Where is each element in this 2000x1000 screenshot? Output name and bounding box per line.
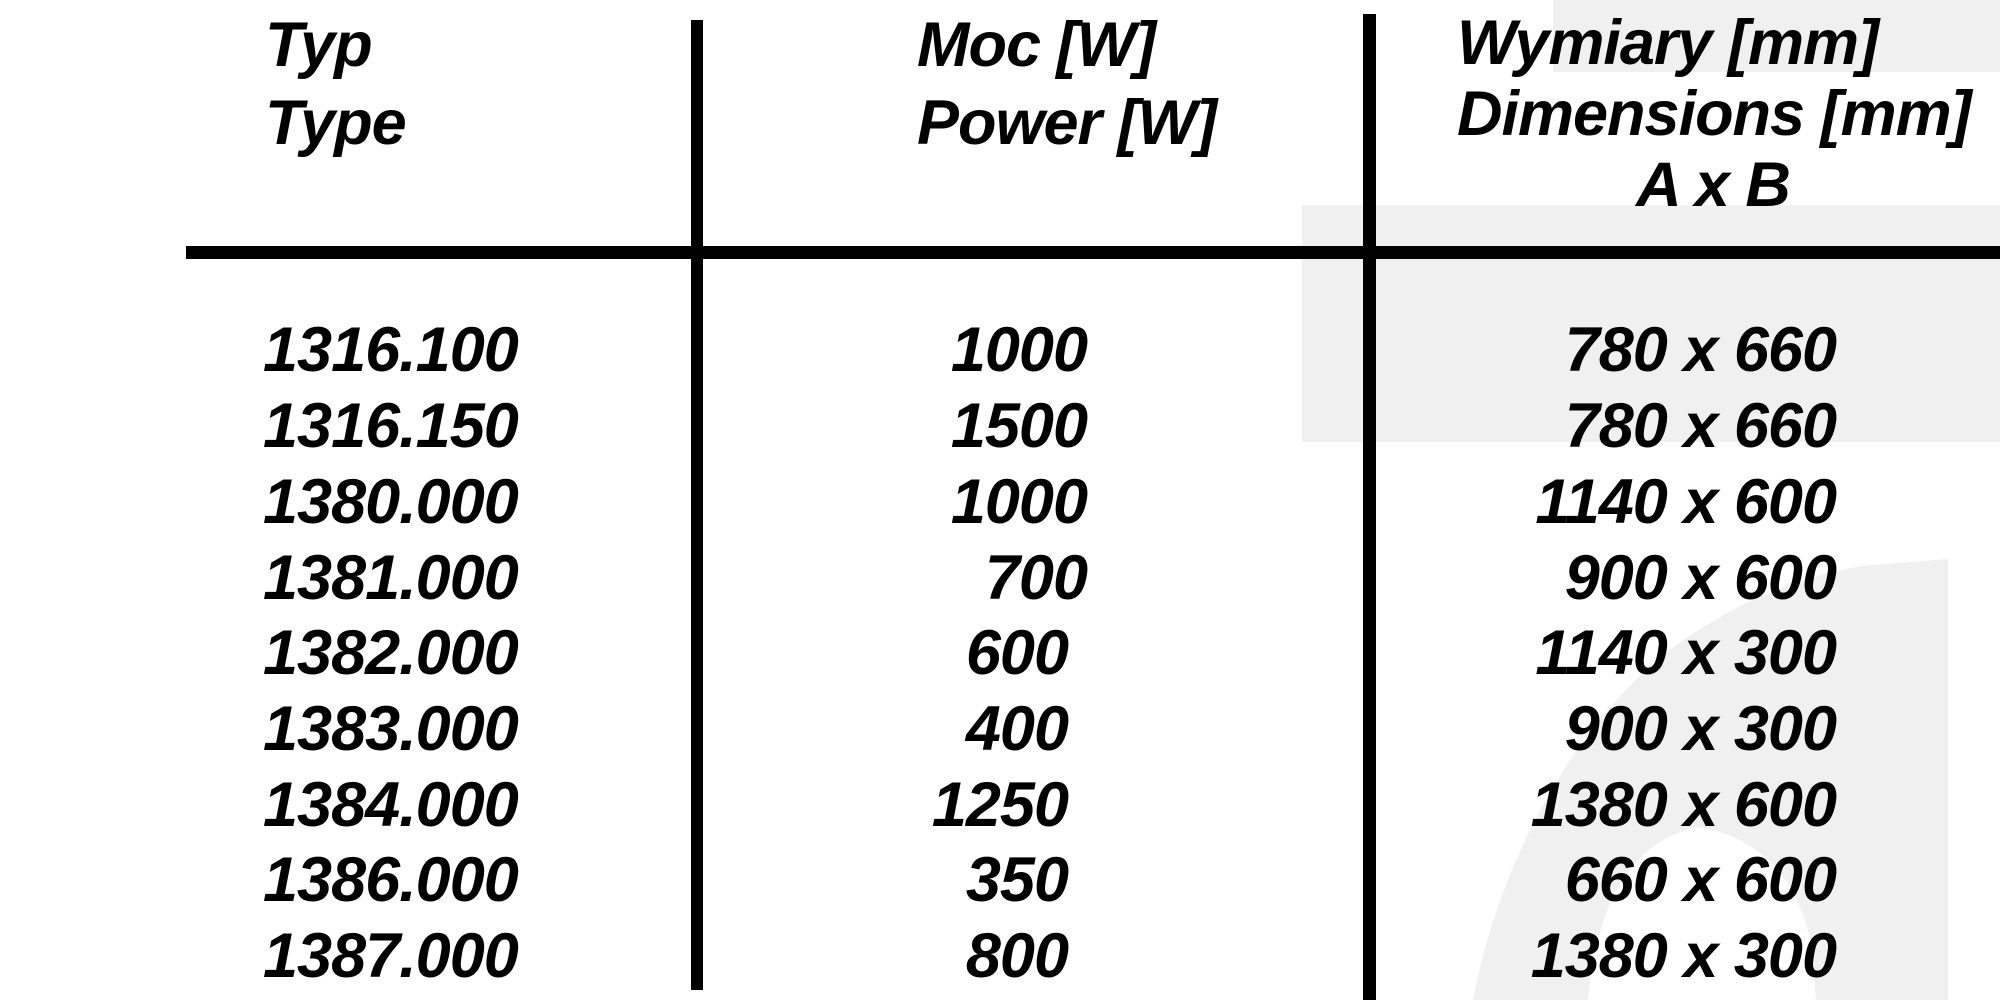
table-row: 1381.000 700 900 x 600 [0, 540, 2000, 616]
dimensions-cell: 780 x 660 [1564, 315, 1837, 385]
type-cell: 1316.150 [263, 391, 519, 461]
dimensions-cell: 900 x 300 [1564, 694, 1837, 764]
header-dimensions-pl: Wymiary [mm] [1457, 8, 1879, 78]
table-row: 1316.150 1500 780 x 660 [0, 388, 2000, 464]
power-cell: 700 [984, 543, 1088, 613]
header-separator-line [186, 246, 2000, 259]
table-row: 1387.000 800 1380 x 300 [0, 918, 2000, 994]
dimensions-cell: 1380 x 600 [1530, 770, 1837, 840]
power-cell: 600 [965, 618, 1069, 688]
header-type-pl: Typ [265, 10, 373, 80]
header-type-en: Type [265, 88, 407, 158]
header-power-pl: Moc [W] [917, 10, 1156, 80]
type-cell: 1381.000 [263, 543, 519, 613]
dimensions-cell: 1140 x 300 [1535, 618, 1837, 688]
power-cell: 1000 [950, 315, 1088, 385]
table-row: 1384.000 1250 1380 x 600 [0, 767, 2000, 843]
dimensions-cell: 1140 x 600 [1535, 467, 1837, 537]
type-cell: 1386.000 [263, 845, 519, 915]
table-row: 1382.000 600 1140 x 300 [0, 615, 2000, 691]
header-dimensions-axb: A x B [1636, 150, 1791, 220]
type-cell: 1380.000 [263, 467, 519, 537]
power-cell: 350 [965, 845, 1069, 915]
power-cell: 800 [965, 921, 1069, 991]
header-dimensions-en: Dimensions [mm] [1457, 79, 1972, 149]
table-row: 1380.000 1000 1140 x 600 [0, 464, 2000, 540]
column-header-dimensions: Wymiary [mm] Dimensions [mm] A x B [1457, 8, 1972, 221]
table-row: 1386.000 350 660 x 600 [0, 842, 2000, 918]
type-cell: 1383.000 [263, 694, 519, 764]
power-cell: 1250 [931, 770, 1069, 840]
table-row: 1383.000 400 900 x 300 [0, 691, 2000, 767]
dimensions-cell: 660 x 600 [1564, 845, 1837, 915]
dimensions-cell: 780 x 660 [1564, 391, 1837, 461]
column-divider-type-power [691, 20, 703, 990]
power-cell: 400 [965, 694, 1069, 764]
power-cell: 1500 [950, 391, 1088, 461]
dimensions-cell: 900 x 600 [1564, 543, 1837, 613]
type-cell: 1387.000 [263, 921, 519, 991]
header-power-en: Power [W] [917, 88, 1217, 158]
dimensions-cell: 1380 x 300 [1530, 921, 1837, 991]
type-cell: 1382.000 [263, 618, 519, 688]
column-header-power: Moc [W] Power [W] [917, 6, 1217, 162]
type-cell: 1384.000 [263, 770, 519, 840]
column-divider-power-dimensions [1363, 14, 1376, 1000]
power-cell: 1000 [950, 467, 1088, 537]
type-cell: 1316.100 [263, 315, 519, 385]
table-row: 1316.100 1000 780 x 660 [0, 312, 2000, 388]
column-header-type: Typ Type [265, 6, 407, 162]
